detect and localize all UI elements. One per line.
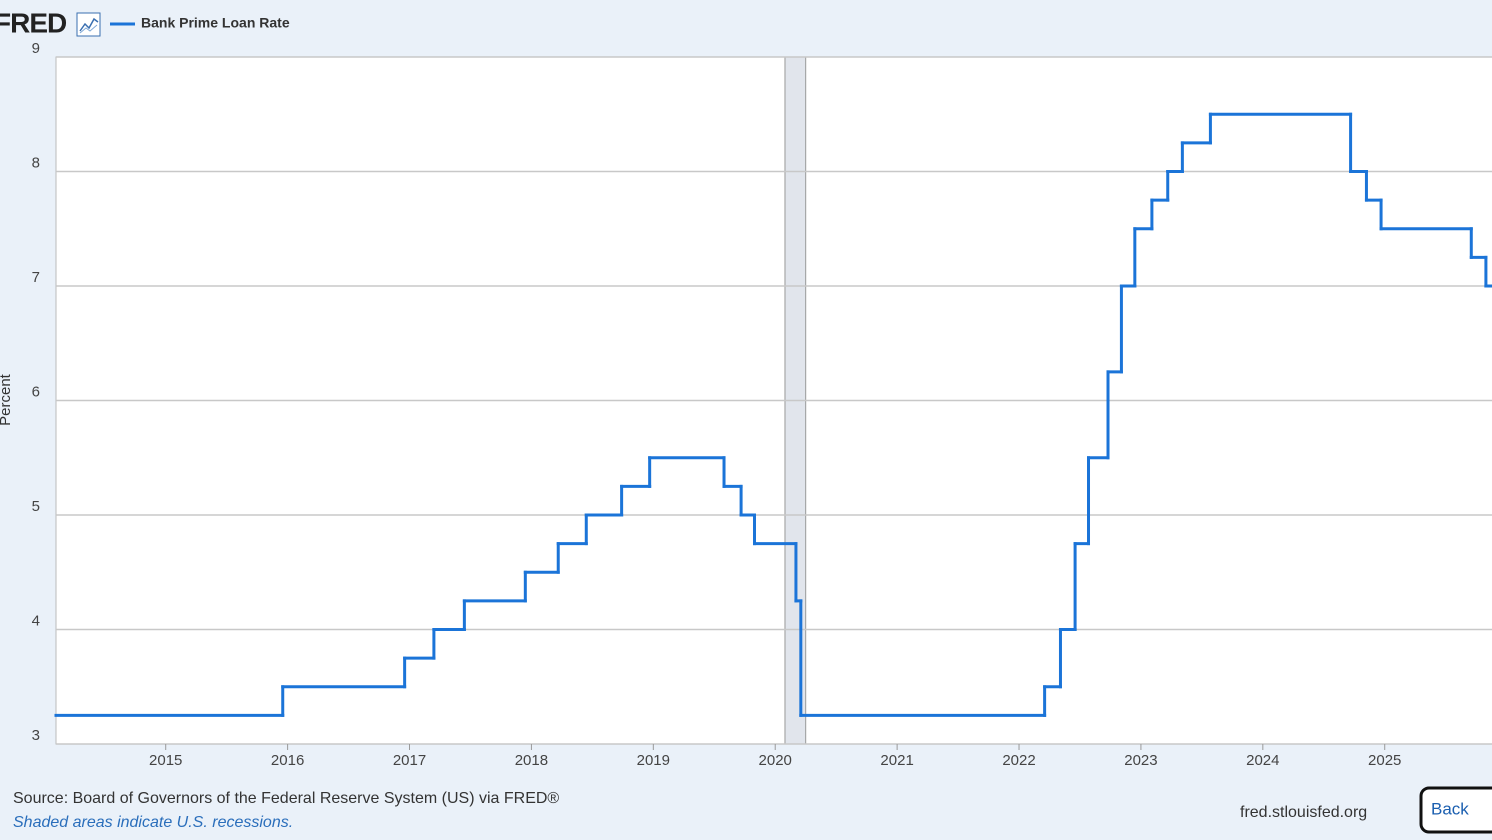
- back-button-label[interactable]: Back: [1431, 799, 1469, 818]
- recession-note: Shaded areas indicate U.S. recessions.: [13, 814, 293, 831]
- x-tick-label: 2024: [1246, 752, 1279, 769]
- y-tick-label: 3: [32, 727, 40, 744]
- back-button[interactable]: Back: [1419, 786, 1492, 834]
- x-tick-label: 2017: [393, 752, 426, 769]
- y-tick-label: 8: [32, 154, 40, 171]
- site-link[interactable]: fred.stlouisfed.org: [1240, 804, 1367, 821]
- x-tick-label: 2018: [515, 752, 548, 769]
- logo: FRED: [0, 7, 67, 38]
- x-tick-label: 2016: [271, 752, 304, 769]
- y-axis-label: Percent: [0, 373, 14, 426]
- x-tick-label: 2019: [637, 752, 670, 769]
- legend-label: Bank Prime Loan Rate: [141, 15, 290, 31]
- y-tick-label: 7: [32, 269, 40, 286]
- y-tick-label: 4: [32, 612, 40, 629]
- x-tick-label: 2023: [1124, 752, 1157, 769]
- x-tick-label: 2021: [880, 752, 913, 769]
- x-tick-label: 2025: [1368, 752, 1401, 769]
- y-tick-label: 5: [32, 498, 40, 515]
- x-tick-label: 2020: [759, 752, 792, 769]
- y-tick-label: 9: [32, 40, 40, 57]
- x-tick-label: 2015: [149, 752, 182, 769]
- chart-icon: [76, 12, 101, 37]
- source: Source: Board of Governors of the Federa…: [13, 790, 559, 807]
- x-tick-label: 2022: [1002, 752, 1035, 769]
- y-tick-label: 6: [32, 383, 40, 400]
